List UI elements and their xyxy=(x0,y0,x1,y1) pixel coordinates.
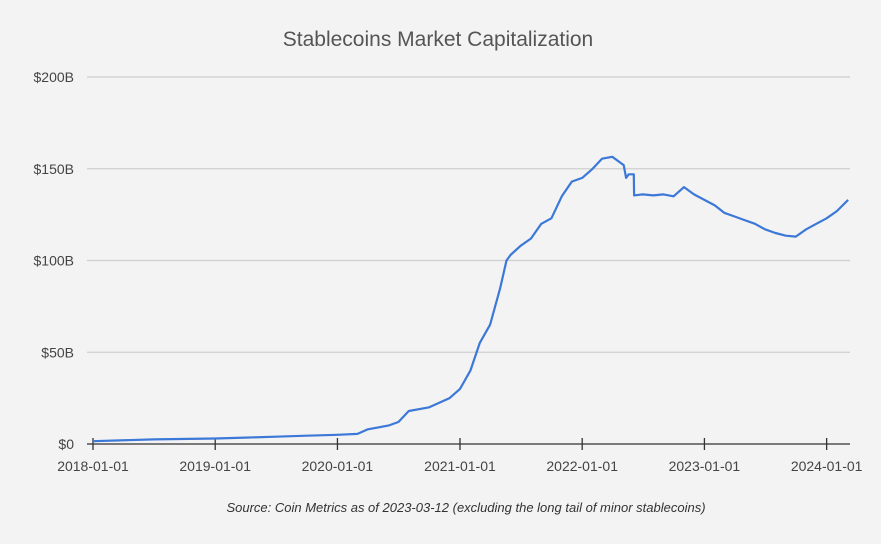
y-tick-label: $200B xyxy=(34,69,74,85)
y-tick-label: $150B xyxy=(34,161,74,177)
x-tick-label: 2021-01-01 xyxy=(424,458,496,474)
chart-title: Stablecoins Market Capitalization xyxy=(283,28,594,51)
y-tick-label: $50B xyxy=(41,344,74,360)
x-tick-label: 2020-01-01 xyxy=(302,458,374,474)
y-tick-label: $0 xyxy=(58,436,74,452)
x-tick-label: 2023-01-01 xyxy=(669,458,741,474)
market-cap-line xyxy=(92,155,849,443)
x-tick-label: 2024-01-01 xyxy=(791,458,863,474)
x-tick-label: 2018-01-01 xyxy=(57,458,129,474)
y-tick-label: $100B xyxy=(34,253,74,269)
x-tick-label: 2019-01-01 xyxy=(179,458,251,474)
x-tick-label: 2022-01-01 xyxy=(546,458,618,474)
source-note: Source: Coin Metrics as of 2023-03-12 (e… xyxy=(226,500,705,515)
